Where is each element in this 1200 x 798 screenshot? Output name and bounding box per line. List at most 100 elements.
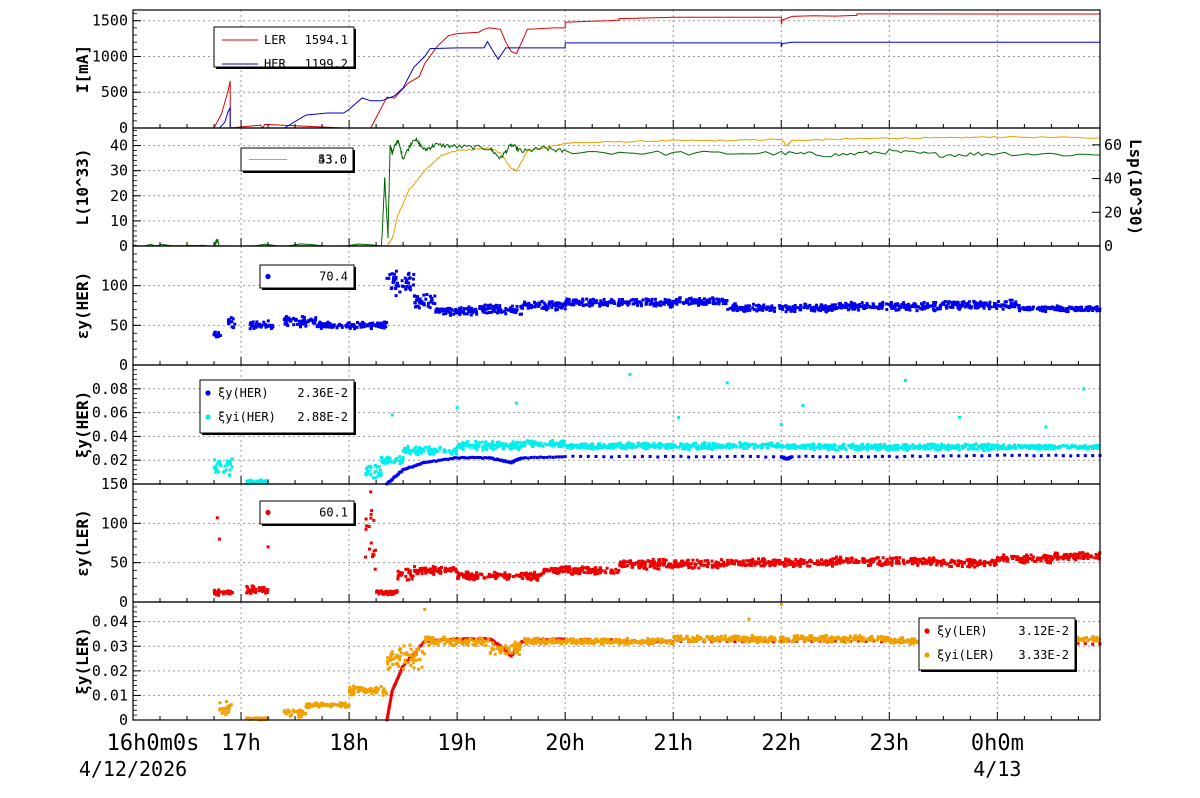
data-point — [982, 561, 986, 565]
data-point — [623, 300, 627, 304]
data-point — [372, 553, 376, 557]
data-point — [422, 303, 426, 307]
data-point — [406, 567, 410, 571]
data-point — [910, 557, 914, 560]
data-point — [702, 455, 706, 459]
data-point — [217, 591, 221, 595]
data-point — [1093, 307, 1097, 311]
data-point — [344, 705, 348, 709]
data-point — [733, 640, 737, 644]
data-point — [377, 687, 381, 691]
data-point — [248, 327, 252, 331]
data-point — [731, 559, 735, 563]
data-point — [664, 446, 668, 450]
data-point — [887, 454, 891, 458]
data-point — [944, 300, 948, 304]
data-point — [451, 449, 455, 453]
data-point — [515, 440, 519, 444]
data-point — [751, 560, 755, 564]
data-point — [768, 308, 772, 312]
data-point — [913, 445, 917, 449]
data-point — [849, 306, 853, 309]
data-point — [724, 302, 728, 306]
data-point — [911, 562, 915, 566]
outlier-point — [725, 381, 729, 385]
data-point — [850, 556, 854, 560]
data-point — [580, 445, 584, 449]
data-point — [553, 442, 557, 446]
data-point — [738, 305, 742, 309]
data-point — [993, 444, 997, 448]
data-point — [818, 447, 822, 451]
data-point — [581, 298, 585, 302]
outlier-point — [390, 413, 394, 417]
data-point — [1069, 307, 1073, 310]
data-point — [394, 275, 398, 279]
data-point — [1002, 445, 1006, 449]
data-point — [596, 445, 600, 449]
data-point — [975, 305, 979, 309]
legend-value: 53.0 — [318, 153, 347, 167]
data-point — [748, 639, 752, 643]
data-point — [1010, 298, 1014, 302]
outlier-point — [1044, 425, 1048, 429]
data-point — [228, 468, 232, 472]
data-point — [504, 444, 508, 448]
y-tick-label: 500 — [101, 83, 128, 101]
data-point — [602, 455, 606, 459]
data-point — [896, 560, 900, 563]
data-point — [641, 442, 645, 446]
data-point — [953, 302, 957, 306]
data-point — [751, 557, 755, 561]
data-point — [1086, 309, 1090, 313]
data-point — [495, 572, 499, 576]
data-point — [940, 442, 944, 446]
data-point — [408, 285, 412, 289]
data-point — [697, 303, 700, 307]
data-point — [351, 687, 355, 691]
data-point — [873, 454, 877, 458]
data-point — [856, 444, 860, 448]
data-point — [540, 299, 544, 303]
data-point — [572, 445, 575, 449]
data-point — [1030, 446, 1034, 450]
data-point — [250, 584, 254, 588]
data-point — [466, 444, 469, 448]
data-point — [818, 455, 822, 459]
data-point — [543, 442, 547, 446]
data-point — [400, 458, 404, 462]
data-point — [491, 456, 495, 460]
data-point — [826, 560, 830, 564]
data-point — [355, 686, 358, 690]
data-point — [1085, 447, 1089, 451]
data-point — [407, 571, 411, 575]
legend-marker — [205, 414, 211, 420]
data-point — [325, 702, 329, 706]
data-point — [230, 457, 234, 461]
data-point — [591, 569, 595, 573]
data-point — [266, 319, 270, 323]
data-point — [495, 441, 499, 444]
data-point — [1019, 307, 1023, 311]
data-point — [838, 444, 842, 448]
data-point — [631, 302, 635, 306]
data-point — [697, 299, 701, 303]
data-point — [904, 307, 908, 311]
data-point — [764, 442, 768, 446]
data-point — [805, 561, 809, 565]
data-point — [777, 561, 781, 564]
data-point — [386, 712, 390, 716]
data-point — [416, 447, 420, 451]
data-point — [1095, 446, 1099, 450]
data-point — [554, 455, 558, 459]
data-point — [948, 446, 952, 450]
data-point — [523, 573, 526, 577]
data-point — [616, 303, 620, 307]
data-point — [1091, 309, 1095, 312]
data-point — [640, 444, 644, 448]
data-point — [902, 447, 906, 451]
data-point — [264, 480, 268, 484]
data-point — [382, 461, 386, 465]
data-point — [433, 302, 437, 306]
data-point — [542, 301, 546, 305]
